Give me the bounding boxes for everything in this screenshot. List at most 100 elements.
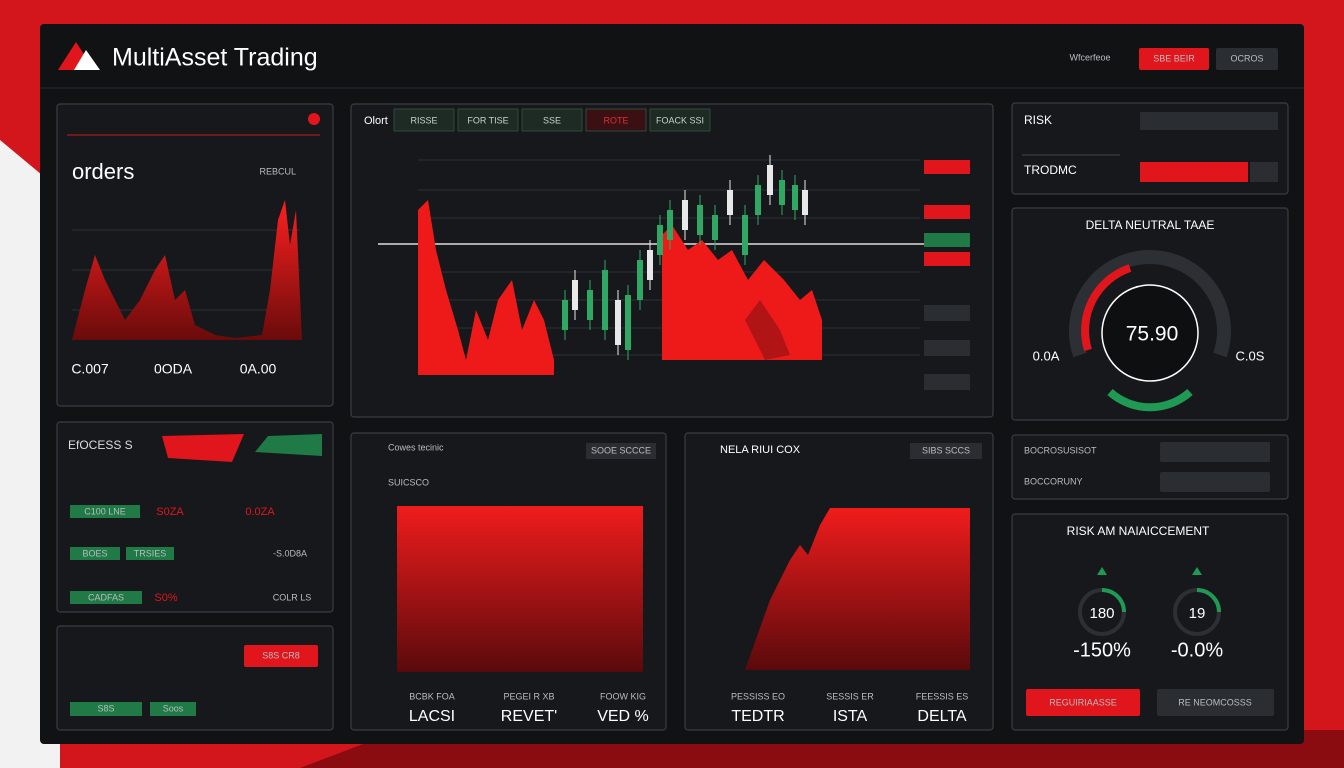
- badge: [70, 547, 120, 560]
- candle-body: [647, 250, 653, 280]
- row-label: RISK: [1024, 113, 1052, 127]
- tab-label: ROTE: [603, 115, 628, 125]
- candlesticks: [562, 155, 808, 360]
- tab-label: RISSE: [410, 115, 437, 125]
- button[interactable]: [150, 702, 196, 716]
- cell: COLR LS: [273, 592, 312, 602]
- candle-body: [637, 260, 643, 300]
- metrics: 180 -150% 19 -0.0%: [1073, 567, 1223, 661]
- button-label[interactable]: Soos: [163, 703, 184, 713]
- chart-title: Olort: [364, 115, 388, 127]
- price-chart: [378, 159, 970, 375]
- stat-label: FEESSIS ES: [916, 691, 969, 701]
- cell: -S.0D8A: [273, 548, 307, 558]
- button[interactable]: [70, 702, 142, 716]
- stat: C.007: [71, 361, 109, 377]
- button-label[interactable]: REGUIRIAASSE: [1049, 697, 1117, 707]
- panel-title: DELTA NEUTRAL TAAE: [1086, 218, 1215, 232]
- button[interactable]: [1157, 689, 1274, 716]
- candle-body: [712, 215, 718, 240]
- button-label[interactable]: S8S: [97, 703, 114, 713]
- badge: [70, 591, 142, 604]
- panel-title: orders: [72, 159, 134, 184]
- button-label[interactable]: SBE BEIR: [1153, 53, 1195, 63]
- icon: [308, 113, 320, 125]
- gauge-center: [1101, 284, 1199, 382]
- tab: [521, 108, 583, 132]
- alert: BOCCORUNY: [1024, 476, 1083, 486]
- stat-value: REVET': [501, 708, 557, 725]
- tab: [649, 108, 711, 132]
- badge-label: SOOE SCCCE: [591, 445, 651, 455]
- button-label[interactable]: S8S CR8: [262, 650, 300, 660]
- logo: [74, 50, 100, 70]
- gauge-arc: [1081, 264, 1132, 352]
- candle-body: [572, 280, 578, 310]
- gauge-right: C.0S: [1236, 348, 1265, 363]
- button[interactable]: [244, 645, 318, 667]
- price-tag: [924, 252, 970, 266]
- gauge-left: 0.0A: [1033, 348, 1060, 363]
- field[interactable]: [1160, 442, 1270, 462]
- button[interactable]: [1026, 689, 1140, 716]
- row-label: TRODMC: [1024, 163, 1077, 177]
- tag: [162, 434, 244, 462]
- stat-value: TEDTR: [731, 708, 784, 725]
- ring-arc: [1101, 588, 1126, 613]
- price-tag: [924, 374, 970, 390]
- candle-body: [802, 190, 808, 215]
- metric-change: -0.0%: [1171, 639, 1223, 661]
- cell: 0.0ZA: [245, 506, 275, 518]
- link[interactable]: REBCUL: [259, 166, 296, 176]
- label: SUICSCO: [388, 477, 429, 487]
- tab: [457, 108, 519, 132]
- candle-body: [587, 290, 593, 320]
- candle-body: [697, 205, 703, 235]
- tag: [255, 434, 322, 456]
- tab-label: FOACK SSI: [656, 115, 704, 125]
- candle-body: [742, 215, 748, 255]
- candle-body: [682, 200, 688, 230]
- button[interactable]: [1139, 48, 1209, 70]
- risk-area: [745, 508, 970, 670]
- cell: S0%: [154, 592, 177, 604]
- cell: S0ZA: [156, 506, 184, 518]
- price-tag: [924, 233, 970, 247]
- field[interactable]: [1140, 112, 1278, 130]
- price-tag: [924, 205, 970, 219]
- panel: [56, 421, 334, 613]
- cell: C100 LNE: [84, 506, 126, 516]
- tab-label: SSE: [543, 115, 561, 125]
- gauge-value: 75.90: [1126, 323, 1179, 346]
- candle-body: [767, 165, 773, 195]
- tab-bar: RISSE FOR TISE SSE ROTE FOACK SSI: [393, 108, 711, 132]
- ring-arc: [1196, 588, 1221, 613]
- panel-title: EfOCESS S: [68, 438, 133, 452]
- candle-body: [625, 295, 631, 350]
- status: Wfcerfeoe: [1069, 52, 1110, 62]
- price-tag: [924, 160, 970, 174]
- stat-label: PESSISS EO: [731, 691, 785, 701]
- stat: 0ODA: [154, 361, 193, 377]
- metric-value: 19: [1189, 605, 1206, 622]
- candle-body: [562, 300, 568, 330]
- panel-title: NELA RIUI COX: [720, 444, 801, 456]
- mini-chart: [72, 200, 302, 340]
- button[interactable]: [1216, 48, 1278, 70]
- cell: CADFAS: [88, 592, 124, 602]
- candle-body: [792, 185, 798, 210]
- candle-body: [615, 300, 621, 345]
- stat-label: FOOW KIG: [600, 691, 646, 701]
- field[interactable]: [1140, 162, 1248, 182]
- stat-value: ISTA: [833, 708, 868, 725]
- arrow: [1192, 567, 1202, 575]
- badge-label: SIBS SCCS: [922, 445, 970, 455]
- field[interactable]: [1160, 472, 1270, 492]
- field[interactable]: [1250, 162, 1278, 182]
- panel-title: RISK AM NAIAICCEMENT: [1067, 524, 1210, 538]
- panel: [1011, 513, 1289, 731]
- button-label[interactable]: OCROS: [1230, 53, 1263, 63]
- button-label[interactable]: RE NEOMCOSSS: [1178, 697, 1252, 707]
- candle-body: [727, 190, 733, 215]
